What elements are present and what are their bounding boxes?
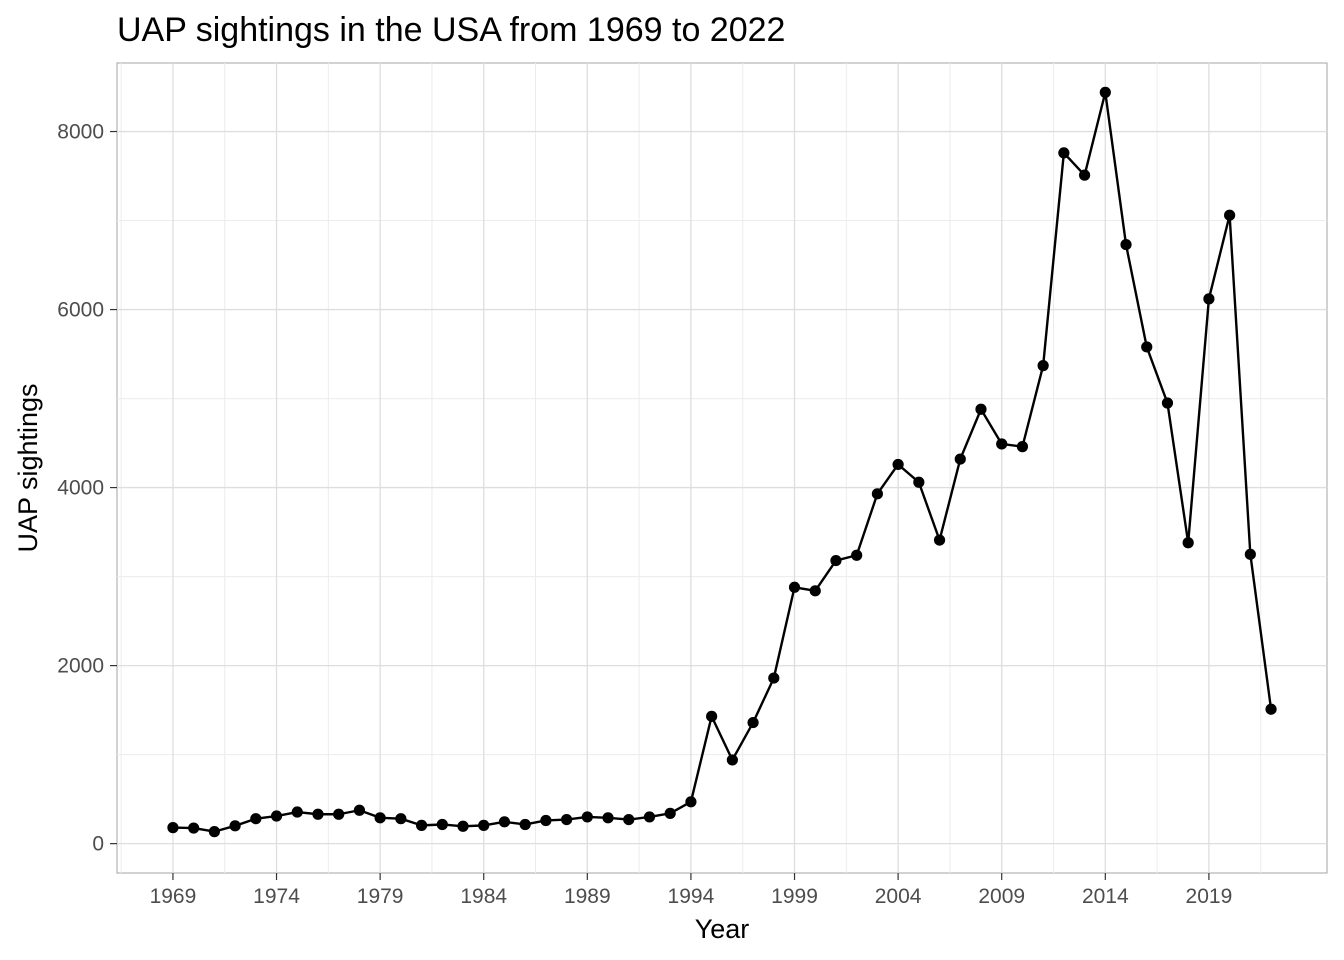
grid-major [117,63,1327,873]
data-point [1099,86,1111,98]
x-tick-label: 2014 [1082,885,1129,908]
x-axis: 1969 1974 1979 1984 1989 1994 1999 2004 2009 2014… [150,873,1233,908]
x-tick-label: 1999 [771,885,818,908]
data-point [1161,397,1174,409]
x-tick-label: 2019 [1186,885,1233,908]
data-point [540,814,552,827]
data-point [519,818,531,831]
data-point [333,808,345,820]
data-point [1078,169,1091,181]
y-axis-title: UAP sightings [13,383,43,552]
data-point [415,819,428,831]
data-point [498,816,511,828]
data-point [913,476,925,488]
data-point [664,807,676,819]
data-point [975,403,987,415]
data-point [747,716,759,729]
data-point [188,822,200,834]
data-point [1203,293,1215,305]
data-point [768,672,780,684]
data-point [1058,147,1070,159]
y-tick-label: 2000 [57,655,104,678]
data-point [643,811,656,823]
data-point [1120,238,1132,251]
data-point [788,581,801,593]
data-point [809,585,821,597]
data-point [229,820,241,832]
x-tick-label: 2009 [978,885,1025,908]
data-point [1265,703,1277,715]
data-point [167,822,179,834]
data-point [706,710,718,722]
x-tick-label: 2004 [875,885,922,908]
plot-panel [116,62,1328,874]
data-point [374,812,386,824]
y-axis: 0 2000 4000 6000 8000 [57,121,117,856]
y-tick-label: 6000 [57,299,104,322]
y-tick-label: 4000 [57,477,104,500]
data-point [1182,537,1194,549]
data-point [457,820,469,832]
data-point [851,549,863,561]
x-tick-label: 1979 [357,885,404,908]
x-tick-label: 1969 [150,885,197,908]
data-point [478,819,490,831]
data-point [954,453,966,465]
data-point [353,804,366,816]
data-point [1141,341,1153,353]
x-tick-label: 1989 [564,885,611,908]
y-tick-label: 8000 [57,121,104,144]
data-point [892,458,904,471]
data-point [1016,441,1029,453]
data-point [561,813,573,826]
data-point [996,438,1008,450]
series-uap-sightings [167,86,1277,838]
x-tick-label: 1984 [460,885,507,908]
data-point [1224,209,1236,221]
data-point [436,818,448,831]
data-point [726,754,738,766]
data-point [270,810,283,822]
data-point [250,813,262,825]
data-point [395,813,407,825]
data-point [685,796,697,808]
data-point [602,812,614,824]
x-tick-label: 1994 [668,885,715,908]
data-point [312,808,324,820]
data-point [1244,548,1256,560]
x-axis-title: Year [695,914,750,944]
data-point [623,813,635,826]
data-point [871,488,883,500]
data-point [291,806,303,818]
data-point [933,534,946,546]
data-point [581,811,593,823]
x-tick-label: 1974 [253,885,300,908]
grid-minor [117,63,1327,873]
y-tick-label: 0 [92,833,104,856]
data-point [830,554,842,567]
data-point [208,826,220,838]
data-point [1037,360,1049,372]
chart-title: UAP sightings in the USA from 1969 to 20… [117,11,785,49]
